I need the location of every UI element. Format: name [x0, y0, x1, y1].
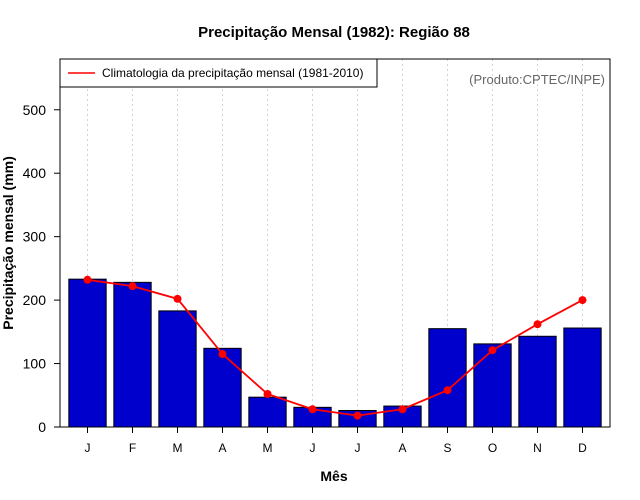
x-tick-label: D [578, 441, 587, 455]
x-tick-label: J [310, 441, 316, 455]
x-tick-label: S [443, 441, 451, 455]
legend-label: Climatologia da precipitação mensal (198… [102, 66, 363, 80]
x-axis-title: Mês [320, 468, 347, 484]
climatology-point-3 [173, 294, 182, 303]
climatology-point-10 [488, 346, 497, 355]
climatology-point-6 [308, 405, 317, 414]
x-tick-label: A [218, 441, 226, 455]
chart-title: Precipitação Mensal (1982): Região 88 [198, 24, 470, 41]
bar-10 [473, 343, 512, 428]
x-tick-label: O [488, 441, 497, 455]
x-tick-label: J [85, 441, 91, 455]
y-tick-label: 500 [23, 102, 47, 118]
x-tick-label: J [355, 441, 361, 455]
bar-3 [158, 310, 197, 428]
climatology-point-12 [578, 296, 587, 305]
credit-annotation: (Produto:CPTEC/INPE) [469, 72, 605, 87]
legend: Climatologia da precipitação mensal (198… [59, 58, 378, 88]
bar-2 [113, 281, 152, 428]
y-tick-label: 100 [23, 356, 47, 372]
climatology-point-9 [443, 386, 452, 395]
legend-box [59, 58, 378, 88]
x-tick-label: F [129, 441, 136, 455]
y-tick-label: 400 [23, 165, 47, 181]
bar-1 [68, 278, 107, 428]
climatology-point-7 [353, 411, 362, 420]
x-tick-label: A [398, 441, 406, 455]
climatology-point-11 [533, 320, 542, 329]
y-tick-label: 200 [23, 292, 47, 308]
x-tick-label: N [533, 441, 542, 455]
y-axis-title: Precipitação mensal (mm) [0, 156, 16, 330]
bar-11 [518, 335, 557, 428]
y-axis: 0 100 200 300 400 500 [23, 102, 60, 435]
climatology-point-4 [218, 350, 227, 359]
bar-9 [428, 328, 467, 428]
y-tick-label: 300 [23, 229, 47, 245]
bar-5 [248, 396, 287, 428]
climatology-point-8 [398, 405, 407, 414]
bars-series [68, 278, 602, 428]
climatology-series [83, 275, 587, 420]
y-tick-label: 0 [38, 419, 46, 435]
climatology-line [87, 278, 583, 417]
x-tick-label: M [173, 441, 183, 455]
bar-12 [563, 327, 602, 428]
bar-4 [203, 347, 242, 428]
climatology-point-2 [128, 282, 137, 291]
x-tick-label: M [263, 441, 273, 455]
climatology-point-1 [83, 275, 92, 284]
climatology-point-5 [263, 390, 272, 399]
